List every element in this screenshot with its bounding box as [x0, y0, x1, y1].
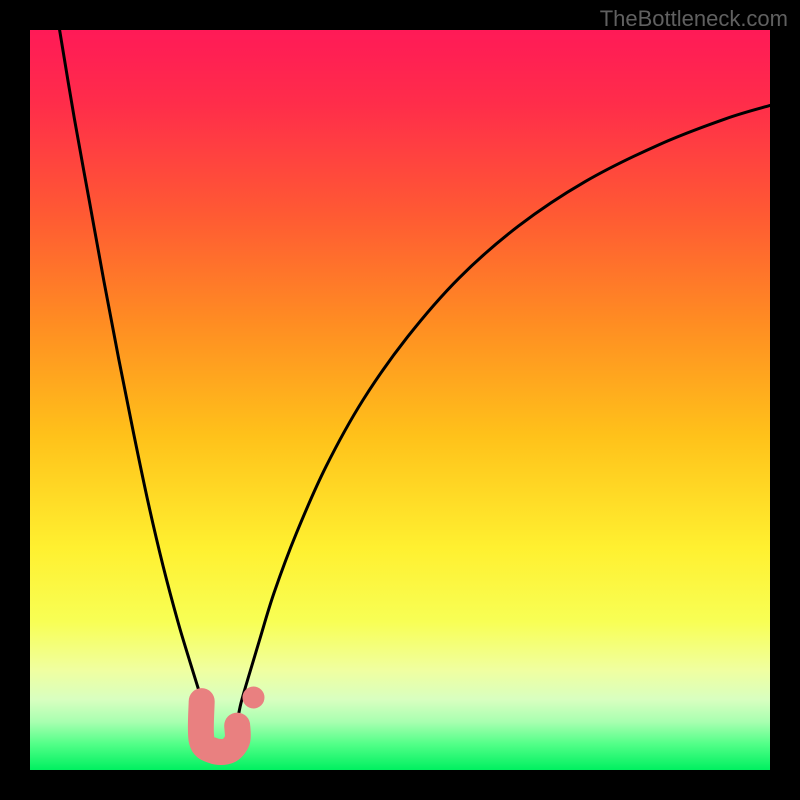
highlight-dot	[242, 686, 264, 708]
figure-root: TheBottleneck.com	[0, 0, 800, 800]
gradient-background	[30, 30, 770, 770]
watermark-text: TheBottleneck.com	[600, 6, 788, 32]
plot-area	[30, 30, 770, 770]
chart-svg	[30, 30, 770, 770]
